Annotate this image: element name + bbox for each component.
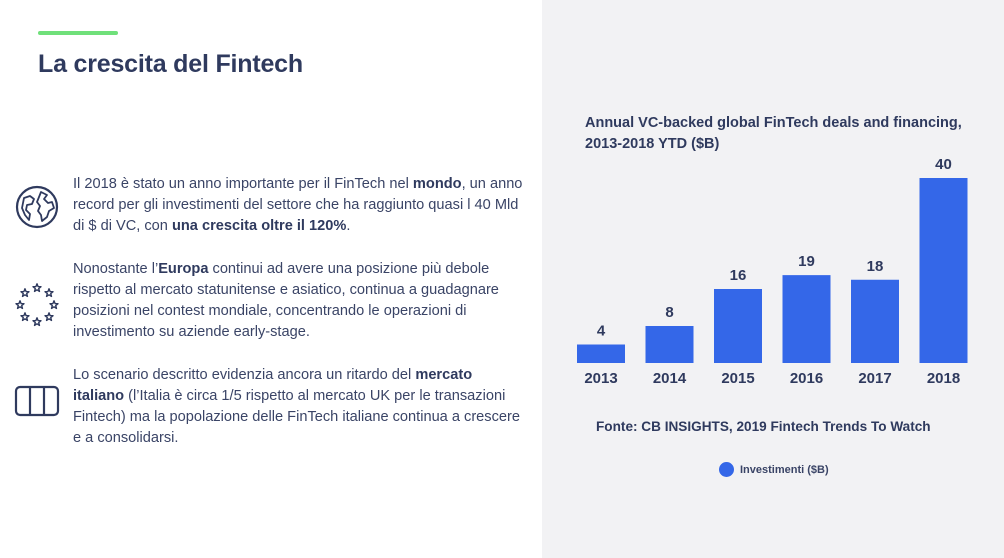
paragraph-text: Lo scenario descritto evidenzia ancora u…: [73, 367, 416, 383]
star-icon: [44, 312, 54, 322]
bar-2017: [851, 279, 899, 363]
data-label: 8: [665, 304, 673, 321]
x-tick-label: 2016: [790, 370, 823, 387]
paragraph-text: Il 2018 è stato un anno importante per i…: [73, 176, 413, 192]
bar-2018: [919, 178, 968, 363]
chart-title: Annual VC-backed global FinTech deals an…: [585, 115, 962, 152]
paragraph-text: continui ad avere una posizione più debo…: [73, 261, 499, 340]
slide-title: La crescita del Fintech: [38, 50, 303, 78]
paragraph-world: Il 2018 è stato un anno importante per i…: [73, 174, 523, 237]
data-label: 4: [597, 323, 606, 340]
x-tick-label: 2018: [927, 370, 960, 387]
italy-flag-icon: [14, 385, 60, 417]
data-label: 40: [935, 156, 952, 173]
star-icon: [49, 300, 59, 310]
data-label: 18: [867, 258, 884, 275]
paragraph-text: Nonostante l’: [73, 261, 159, 277]
bar-2014: [645, 326, 694, 363]
paragraph-europe: Nonostante l’Europa continui ad avere un…: [73, 259, 523, 343]
eu-stars-icon: [15, 283, 59, 327]
bar-chart: 4 2013 8 2014 16 2015 19 2016 18 2017 40 2018: [577, 156, 968, 387]
paragraph-text: .: [346, 218, 351, 234]
star-icon: [32, 283, 42, 293]
data-label: 19: [798, 253, 815, 270]
chart-source: Fonte: CB INSIGHTS, 2019 Fintech Trends …: [596, 419, 931, 434]
paragraph-text: , un anno record per gli investimenti de…: [73, 176, 523, 234]
bar-2016: [782, 275, 831, 363]
bold-text: mercato italiano: [73, 367, 473, 404]
star-icon: [20, 312, 30, 322]
paragraph-text: (l’Italia è circa 1/5 rispetto al mercat…: [73, 388, 520, 446]
star-icon: [20, 288, 30, 298]
star-icon: [32, 317, 42, 327]
x-tick-label: 2015: [721, 370, 754, 387]
bold-text: una crescita oltre il 120%: [171, 218, 347, 234]
star-icon: [15, 300, 25, 310]
bold-text: Europa: [158, 261, 209, 277]
x-tick-label: 2014: [653, 370, 687, 387]
bar-2015: [714, 289, 762, 363]
bold-text: mondo: [412, 176, 462, 192]
x-tick-label: 2017: [858, 370, 891, 387]
title-accent-bar: [38, 31, 118, 35]
data-label: 16: [730, 267, 747, 284]
paragraph-italy: Lo scenario descritto evidenzia ancora u…: [73, 365, 523, 449]
legend-label: Investimenti ($B): [740, 463, 829, 476]
chart-legend: Investimenti ($B): [719, 462, 829, 477]
legend-swatch: [719, 462, 734, 477]
text-panel: La crescita del Fintech Il 2018 è stato …: [14, 31, 523, 449]
globe-icon: [15, 185, 59, 229]
bar-2013: [577, 344, 625, 363]
x-tick-label: 2013: [584, 370, 617, 387]
star-icon: [44, 288, 54, 298]
